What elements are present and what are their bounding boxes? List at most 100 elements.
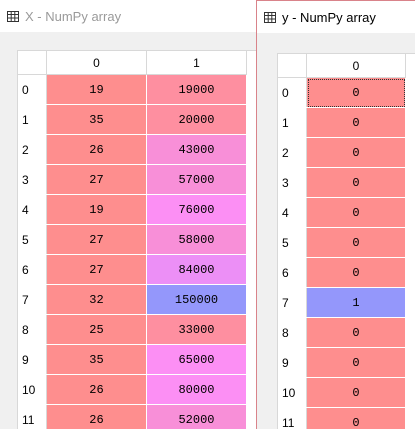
row-index-label: 10 (278, 377, 307, 408)
row-index-label: 1 (278, 107, 307, 138)
row-index-label: 9 (18, 344, 47, 375)
row-index-label: 4 (18, 194, 47, 225)
table-row: 8 25 33000 (18, 314, 247, 345)
data-cell[interactable]: 20000 (146, 104, 247, 135)
row-index-label: 5 (18, 224, 47, 255)
data-cell[interactable]: 26 (46, 404, 147, 429)
y-window-title: y - NumPy array (282, 9, 376, 25)
data-cell[interactable]: 0 (306, 167, 406, 198)
data-cell[interactable]: 35 (46, 344, 147, 375)
data-cell[interactable]: 0 (306, 377, 406, 408)
row-index-label: 6 (278, 257, 307, 288)
y-array-grid[interactable]: 0 0 0 1 0 2 0 3 0 4 0 5 0 6 0 7 1 8 0 9 0 10 0 11 0 (277, 53, 415, 429)
table-row: 11 0 (278, 407, 406, 429)
row-index-label: 10 (18, 374, 47, 405)
table-row: 1 35 20000 (18, 104, 247, 135)
table-icon (7, 10, 19, 22)
column-header[interactable]: 1 (146, 51, 247, 75)
data-cell[interactable]: 33000 (146, 314, 247, 345)
data-cell[interactable]: 76000 (146, 194, 247, 225)
data-cell[interactable]: 0 (306, 317, 406, 348)
data-cell[interactable]: 35 (46, 104, 147, 135)
data-cell[interactable]: 150000 (146, 284, 247, 315)
data-cell[interactable]: 0 (306, 197, 406, 228)
row-index-label: 7 (18, 284, 47, 315)
table-row: 0 19 19000 (18, 74, 247, 105)
data-cell[interactable]: 19000 (146, 74, 247, 105)
x-array-table: 0 1 0 19 19000 1 35 20000 2 26 43000 3 27 57000 4 19 7… (18, 51, 247, 429)
row-index-label: 8 (18, 314, 47, 345)
row-index-label: 7 (278, 287, 307, 318)
data-cell[interactable]: 32 (46, 284, 147, 315)
data-cell[interactable]: 25 (46, 314, 147, 345)
data-cell[interactable]: 27 (46, 164, 147, 195)
y-window-titlebar[interactable]: y - NumPy array (257, 1, 415, 33)
data-cell[interactable]: 0 (306, 407, 406, 429)
data-cell[interactable]: 43000 (146, 134, 247, 165)
data-cell[interactable]: 57000 (146, 164, 247, 195)
data-cell[interactable]: 19 (46, 194, 147, 225)
x-array-window: X - NumPy array 0 1 0 19 19000 1 35 20000 2 26 4… (0, 0, 262, 429)
row-index-label: 0 (278, 77, 307, 108)
table-row: 4 19 76000 (18, 194, 247, 225)
row-index-label: 2 (278, 137, 307, 168)
data-cell[interactable]: 19 (46, 74, 147, 105)
data-cell[interactable]: 84000 (146, 254, 247, 285)
row-index-label: 3 (278, 167, 307, 198)
table-row: 10 26 80000 (18, 374, 247, 405)
x-window-titlebar[interactable]: X - NumPy array (0, 0, 262, 32)
column-header[interactable]: 0 (46, 51, 147, 75)
data-cell[interactable]: 0 (306, 107, 406, 138)
data-cell[interactable]: 0 (306, 137, 406, 168)
row-index-label: 2 (18, 134, 47, 165)
data-cell[interactable]: 0 (306, 257, 406, 288)
table-row: 10 0 (278, 377, 406, 408)
row-index-label: 3 (18, 164, 47, 195)
data-cell[interactable]: 0 (306, 77, 406, 108)
data-cell[interactable]: 65000 (146, 344, 247, 375)
table-row: 9 35 65000 (18, 344, 247, 375)
x-window-title: X - NumPy array (25, 8, 122, 24)
data-cell[interactable]: 80000 (146, 374, 247, 405)
data-cell[interactable]: 26 (46, 374, 147, 405)
row-index-label: 6 (18, 254, 47, 285)
data-cell[interactable]: 0 (306, 347, 406, 378)
data-cell[interactable]: 26 (46, 134, 147, 165)
corner-header (18, 51, 47, 75)
table-row: 6 27 84000 (18, 254, 247, 285)
row-index-label: 4 (278, 197, 307, 228)
table-row: 7 32 150000 (18, 284, 247, 315)
table-row: 3 27 57000 (18, 164, 247, 195)
row-index-label: 11 (278, 407, 307, 429)
data-cell[interactable]: 52000 (146, 404, 247, 429)
row-index-label: 11 (18, 404, 47, 429)
data-cell[interactable]: 1 (306, 287, 406, 318)
y-array-table: 0 0 0 1 0 2 0 3 0 4 0 5 0 6 0 7 1 8 0 9 0 10 0 11 0 (278, 54, 406, 429)
column-header[interactable]: 0 (306, 54, 406, 78)
data-cell[interactable]: 58000 (146, 224, 247, 255)
row-index-label: 8 (278, 317, 307, 348)
x-array-grid[interactable]: 0 1 0 19 19000 1 35 20000 2 26 43000 3 27 57000 4 19 7… (17, 50, 262, 429)
y-array-window: y - NumPy array 0 0 0 1 0 2 0 3 0 4 0 5 0 6 0 7 1 8 0 9 0 10… (256, 0, 415, 429)
row-index-label: 1 (18, 104, 47, 135)
data-cell[interactable]: 27 (46, 254, 147, 285)
row-index-label: 5 (278, 227, 307, 258)
corner-header (278, 54, 307, 78)
row-index-label: 9 (278, 347, 307, 378)
data-cell[interactable]: 0 (306, 227, 406, 258)
table-row: 5 27 58000 (18, 224, 247, 255)
data-cell[interactable]: 27 (46, 224, 147, 255)
table-row: 11 26 52000 (18, 404, 247, 429)
table-icon (264, 11, 276, 23)
table-row: 2 26 43000 (18, 134, 247, 165)
row-index-label: 0 (18, 74, 47, 105)
